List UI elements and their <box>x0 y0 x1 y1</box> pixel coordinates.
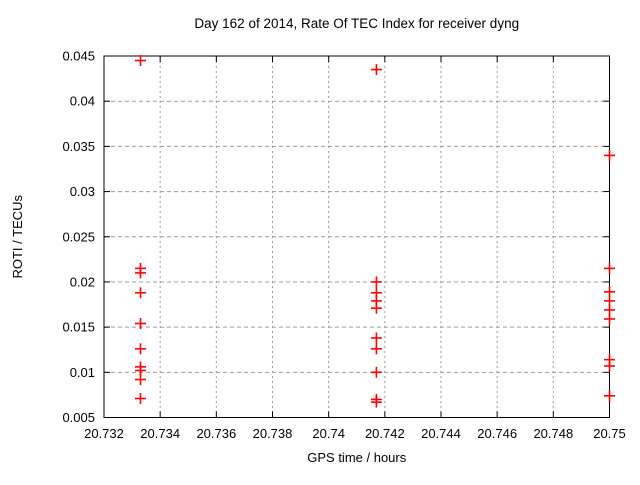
x-tick-labels: 20.732 20.734 20.736 20.738 20.74 20.742 20.74… <box>84 426 626 441</box>
y-tick-label: 0.035 <box>62 139 95 154</box>
y-axis-label: ROTI / TECUs <box>10 194 25 278</box>
y-tick-label: 0.03 <box>70 184 95 199</box>
x-tick-label: 20.734 <box>140 426 180 441</box>
y-tick-label: 0.025 <box>62 229 95 244</box>
x-tick-label: 20.736 <box>196 426 236 441</box>
axis-ticks <box>103 55 610 418</box>
y-tick-labels: 0.005 0.01 0.015 0.02 0.025 0.03 0.035 0.04 0.04… <box>62 49 95 426</box>
x-tick-label: 20.748 <box>533 426 573 441</box>
y-tick-label: 0.01 <box>70 365 95 380</box>
x-tick-label: 20.742 <box>365 426 405 441</box>
x-tick-label: 20.732 <box>84 426 124 441</box>
x-tick-label: 20.744 <box>421 426 461 441</box>
x-tick-label: 20.74 <box>312 426 345 441</box>
y-tick-label: 0.04 <box>70 94 95 109</box>
x-tick-label: 20.738 <box>253 426 293 441</box>
grid-lines <box>103 55 610 418</box>
x-tick-label: 20.746 <box>477 426 517 441</box>
x-tick-label: 20.75 <box>593 426 626 441</box>
x-axis-label: GPS time / hours <box>307 450 406 465</box>
y-tick-label: 0.005 <box>62 410 95 425</box>
y-tick-label: 0.015 <box>62 320 95 335</box>
y-tick-label: 0.045 <box>62 49 95 64</box>
chart-title: Day 162 of 2014, Rate Of TEC Index for r… <box>194 16 519 31</box>
data-points <box>135 55 615 408</box>
y-tick-label: 0.02 <box>70 274 95 289</box>
